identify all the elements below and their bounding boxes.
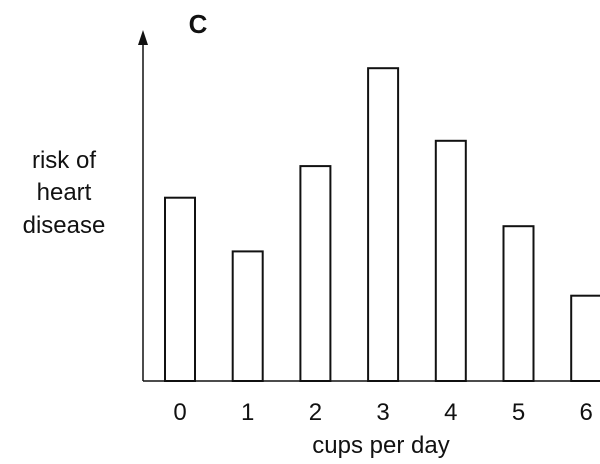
x-tick-label: 1 bbox=[241, 399, 254, 426]
x-tick-label: 2 bbox=[309, 399, 322, 426]
y-axis-arrow-icon bbox=[138, 30, 148, 45]
x-axis-label: cups per day bbox=[312, 432, 449, 459]
x-tick-label: 0 bbox=[173, 399, 186, 426]
y-axis-label-line: heart bbox=[37, 179, 92, 206]
y-axis-label-line: disease bbox=[23, 212, 106, 239]
x-tick-labels: 0 1 2 3 4 5 6 bbox=[173, 399, 593, 426]
x-tick-label: 4 bbox=[444, 399, 457, 426]
bars bbox=[164, 67, 600, 383]
y-axis-label-line: risk of bbox=[32, 147, 96, 174]
x-tick-label: 3 bbox=[376, 399, 389, 426]
bar-3 bbox=[367, 67, 400, 382]
panel-label: C bbox=[189, 9, 208, 39]
bar-4 bbox=[434, 139, 467, 382]
x-tick-label: 6 bbox=[580, 399, 593, 426]
x-tick-label: 5 bbox=[512, 399, 525, 426]
y-axis-label: risk of heart disease bbox=[23, 147, 106, 239]
bar-0 bbox=[164, 196, 196, 382]
bar-5 bbox=[502, 225, 535, 382]
bar-1 bbox=[231, 250, 264, 382]
bar-2 bbox=[299, 165, 332, 382]
bar-6 bbox=[570, 294, 600, 383]
